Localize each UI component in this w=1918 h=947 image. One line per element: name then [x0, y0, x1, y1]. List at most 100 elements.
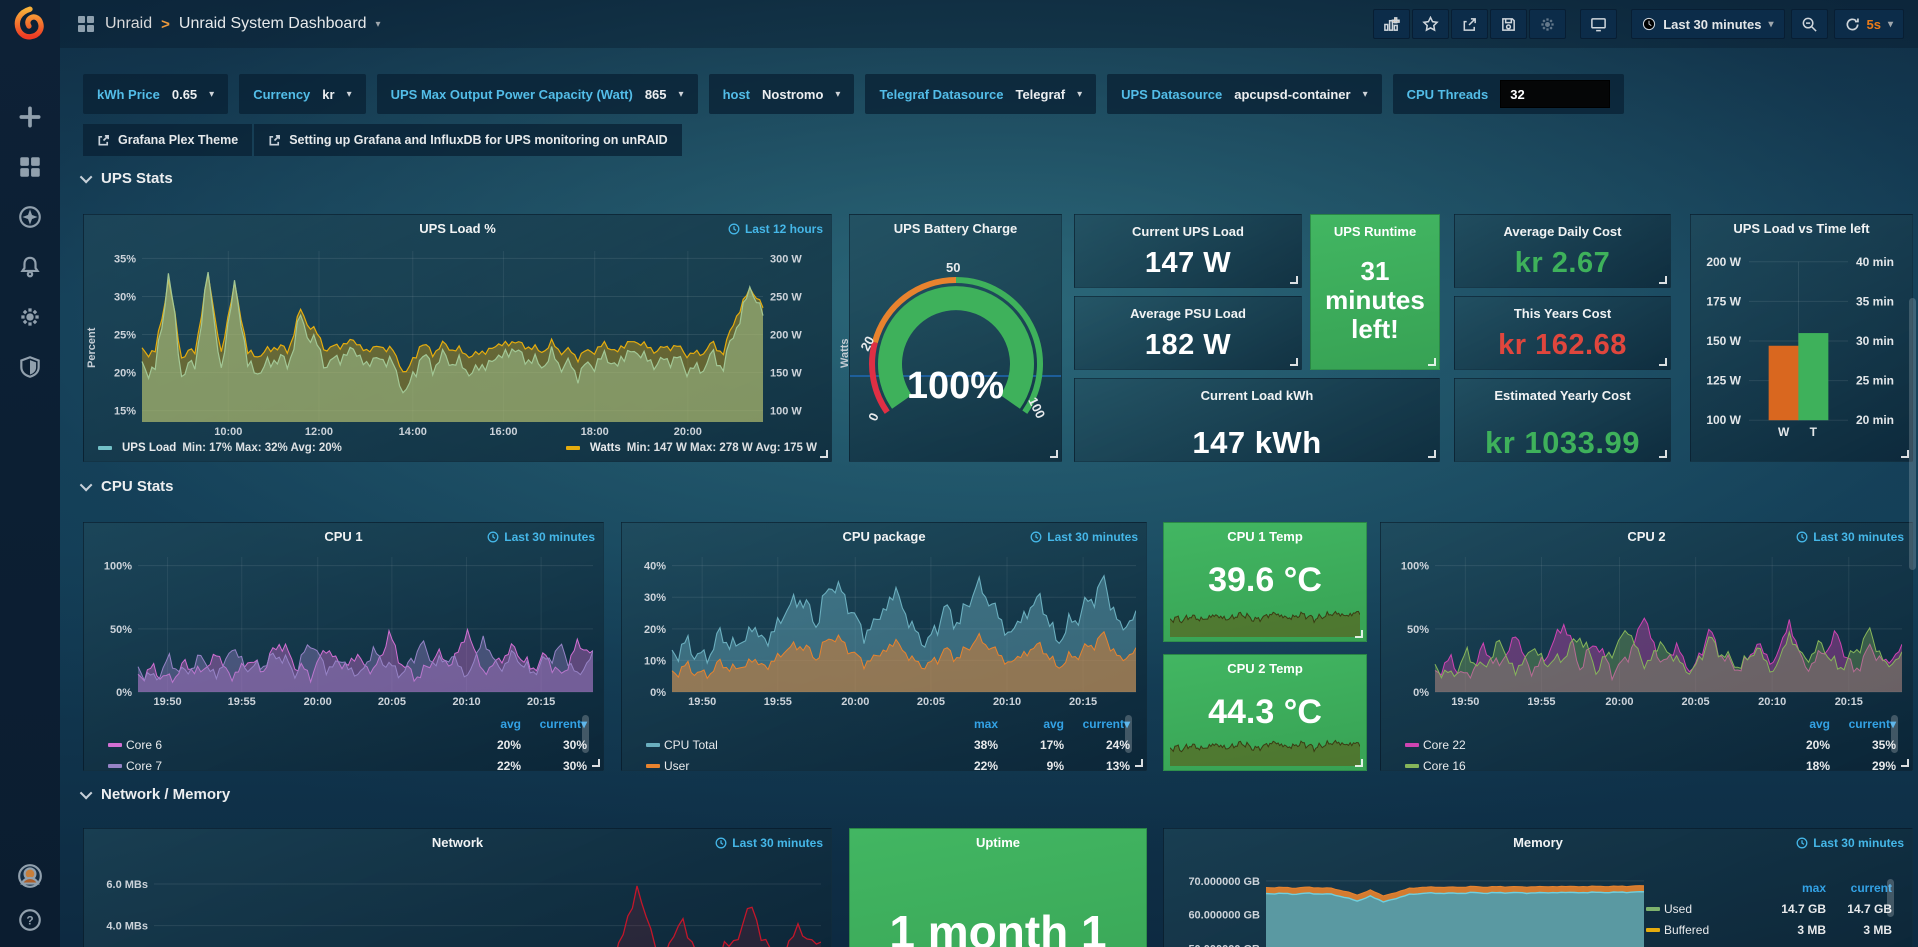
save-dashboard-button[interactable]: [1490, 9, 1527, 39]
page-scrollbar[interactable]: [1909, 298, 1916, 570]
variable-currency[interactable]: Currencykr▾: [239, 74, 365, 114]
share-dashboard-button[interactable]: [1451, 9, 1488, 39]
memory-chart[interactable]: 70.000000 GB60.000000 GB50.000000 GB: [1174, 859, 1644, 947]
section-network-memory[interactable]: Network / Memory: [83, 786, 230, 803]
stat-estimated-yearly-cost[interactable]: Estimated Yearly Cost kr 1033.99: [1454, 378, 1671, 462]
add-panel-button[interactable]: [1373, 9, 1410, 39]
variable-ups-max-output-power-capacity-watt-[interactable]: UPS Max Output Power Capacity (Watt)865▾: [377, 74, 698, 114]
svg-text:100%: 100%: [104, 561, 132, 573]
cpu2-chart[interactable]: 19:5019:5520:0020:0520:1020:15100%50%0%: [1391, 553, 1902, 709]
section-ups-stats[interactable]: UPS Stats: [83, 170, 173, 187]
ups-load-vs-time-chart[interactable]: 200 W40 min175 W35 min150 W30 min125 W25…: [1697, 245, 1906, 453]
svg-text:19:55: 19:55: [1527, 696, 1555, 708]
cpu1-legend: avgcurrent▾ Core 620%30%Core 722%30%: [108, 713, 587, 776]
panel-cpu1-temp[interactable]: CPU 1 Temp 39.6 °C: [1163, 522, 1367, 642]
stat-ups-runtime[interactable]: UPS Runtime 31 minutes left!: [1310, 214, 1440, 370]
cpu-threads-input[interactable]: [1500, 80, 1610, 108]
breadcrumb-separator: >: [161, 16, 170, 33]
legend-row[interactable]: Core 620%30%: [108, 734, 587, 755]
legend-row[interactable]: Core 722%30%: [108, 755, 587, 776]
stat-this-years-cost[interactable]: This Years Cost kr 162.68: [1454, 296, 1671, 370]
svg-text:20 min: 20 min: [1856, 413, 1894, 427]
svg-text:20:15: 20:15: [1069, 696, 1097, 708]
cpu-package-chart[interactable]: 19:5019:5520:0020:0520:1020:1540%30%20%1…: [632, 553, 1136, 709]
dashboard-settings-gear-icon[interactable]: [1529, 9, 1566, 39]
legend-sort-column[interactable]: current: [1826, 881, 1892, 895]
legend-sort-column[interactable]: avg: [455, 717, 521, 731]
variable-ups-datasource[interactable]: UPS Datasourceapcupsd-container▾: [1107, 74, 1381, 114]
svg-text:40 min: 40 min: [1856, 255, 1894, 269]
variable-kwh-price[interactable]: kWh Price0.65▾: [83, 74, 228, 114]
stat-current-ups-load[interactable]: Current UPS Load 147 W: [1074, 214, 1302, 288]
svg-text:175 W: 175 W: [1706, 294, 1741, 308]
variable-host[interactable]: hostNostromo▾: [709, 74, 855, 114]
legend-row[interactable]: User22%9%13%: [646, 755, 1130, 776]
create-icon[interactable]: [17, 104, 43, 130]
panel-title[interactable]: UPS Load vs Time left: [1691, 221, 1912, 236]
network-chart[interactable]: 6.0 MBs4.0 MBs2.0 MBs: [94, 859, 821, 947]
help-icon[interactable]: ?: [17, 907, 43, 933]
dashboard-link[interactable]: Grafana Plex Theme: [83, 124, 252, 156]
star-dashboard-button[interactable]: [1412, 9, 1449, 39]
legend-row[interactable]: CPU Total38%17%24%: [646, 734, 1130, 755]
time-range-picker[interactable]: Last 30 minutes ▾: [1631, 9, 1784, 39]
refresh-interval-label: 5s: [1867, 17, 1881, 32]
legend-sort-column[interactable]: max: [932, 717, 998, 731]
stat-average-daily-cost[interactable]: Average Daily Cost kr 2.67: [1454, 214, 1671, 288]
dashboards-icon[interactable]: [17, 154, 43, 180]
server-admin-shield-icon[interactable]: [17, 354, 43, 380]
dashboard-link[interactable]: Setting up Grafana and InfluxDB for UPS …: [254, 124, 681, 156]
stat-average-psu-load[interactable]: Average PSU Load 182 W: [1074, 296, 1302, 370]
svg-text:14:00: 14:00: [399, 426, 427, 438]
configuration-gear-icon[interactable]: [17, 304, 43, 330]
svg-text:20:10: 20:10: [993, 696, 1021, 708]
dashboard-title[interactable]: Unraid System Dashboard: [179, 15, 367, 33]
legend-item[interactable]: WattsMin: 147 W Max: 278 W Avg: 175 W: [566, 442, 817, 454]
legend-item[interactable]: UPS LoadMin: 17% Max: 32% Avg: 20%: [98, 442, 342, 454]
legend-sort-column[interactable]: current▾: [1064, 717, 1130, 731]
header-actions: Last 30 minutes ▾ 5s ▾: [1373, 9, 1904, 39]
dashboard-title-caret-icon[interactable]: ▾: [376, 19, 381, 30]
legend-sort-column[interactable]: current▾: [1830, 717, 1896, 731]
legend-sort-column[interactable]: current▾: [521, 717, 587, 731]
tv-cycle-view-button[interactable]: [1580, 9, 1617, 39]
svg-text:60.000000 GB: 60.000000 GB: [1188, 910, 1260, 922]
legend-sort-column[interactable]: max: [1760, 881, 1826, 895]
apps-grid-icon[interactable]: [76, 14, 96, 34]
legend-row[interactable]: Core 2220%35%: [1405, 734, 1896, 755]
panel-uptime[interactable]: Uptime 1 month 1: [849, 828, 1147, 947]
legend-sort-column[interactable]: avg: [998, 717, 1064, 731]
zoom-out-time-button[interactable]: [1791, 9, 1828, 39]
panel-time-override[interactable]: Last 30 minutes: [1796, 836, 1904, 850]
ups-load-chart[interactable]: 10:0012:0014:0016:0018:0020:0035%30%25%2…: [94, 247, 821, 439]
grafana-logo-icon[interactable]: [11, 6, 49, 44]
stat-current-load-kwh[interactable]: Current Load kWh 147 kWh: [1074, 378, 1440, 462]
svg-text:0%: 0%: [1413, 687, 1429, 699]
panel-time-override[interactable]: Last 30 minutes: [715, 836, 823, 850]
panel-title[interactable]: UPS Load %: [84, 221, 831, 236]
explore-icon[interactable]: [17, 204, 43, 230]
alerting-bell-icon[interactable]: [17, 254, 43, 280]
panel-time-override[interactable]: Last 30 minutes: [1796, 530, 1904, 544]
svg-text:150 W: 150 W: [1706, 334, 1741, 348]
panel-cpu2-temp[interactable]: CPU 2 Temp 44.3 °C: [1163, 654, 1367, 771]
panel-cpu2: CPU 2 Last 30 minutes 19:5019:5520:0020:…: [1380, 522, 1913, 771]
panel-time-override[interactable]: Last 30 minutes: [1030, 530, 1138, 544]
legend-row[interactable]: Buffered3 MB3 MB: [1646, 919, 1892, 940]
variable-telegraf-datasource[interactable]: Telegraf DatasourceTelegraf▾: [865, 74, 1096, 114]
svg-text:6.0 MBs: 6.0 MBs: [106, 879, 148, 891]
panel-time-override[interactable]: Last 30 minutes: [487, 530, 595, 544]
user-avatar[interactable]: [17, 863, 43, 889]
legend-row[interactable]: Core 1618%29%: [1405, 755, 1896, 776]
refresh-picker[interactable]: 5s ▾: [1834, 9, 1905, 39]
panel-title[interactable]: UPS Battery Charge: [850, 221, 1061, 236]
legend-row[interactable]: Used14.7 GB14.7 GB: [1646, 898, 1892, 919]
svg-text:20%: 20%: [644, 624, 666, 636]
breadcrumb-app[interactable]: Unraid: [105, 15, 152, 33]
legend-sort-column[interactable]: avg: [1764, 717, 1830, 731]
panel-time-override[interactable]: Last 12 hours: [728, 222, 823, 236]
section-cpu-stats[interactable]: CPU Stats: [83, 478, 174, 495]
svg-text:250 W: 250 W: [770, 291, 802, 303]
cpu1-chart[interactable]: 19:5019:5520:0020:0520:1020:15100%50%0%: [94, 553, 593, 709]
svg-text:10:00: 10:00: [214, 426, 242, 438]
